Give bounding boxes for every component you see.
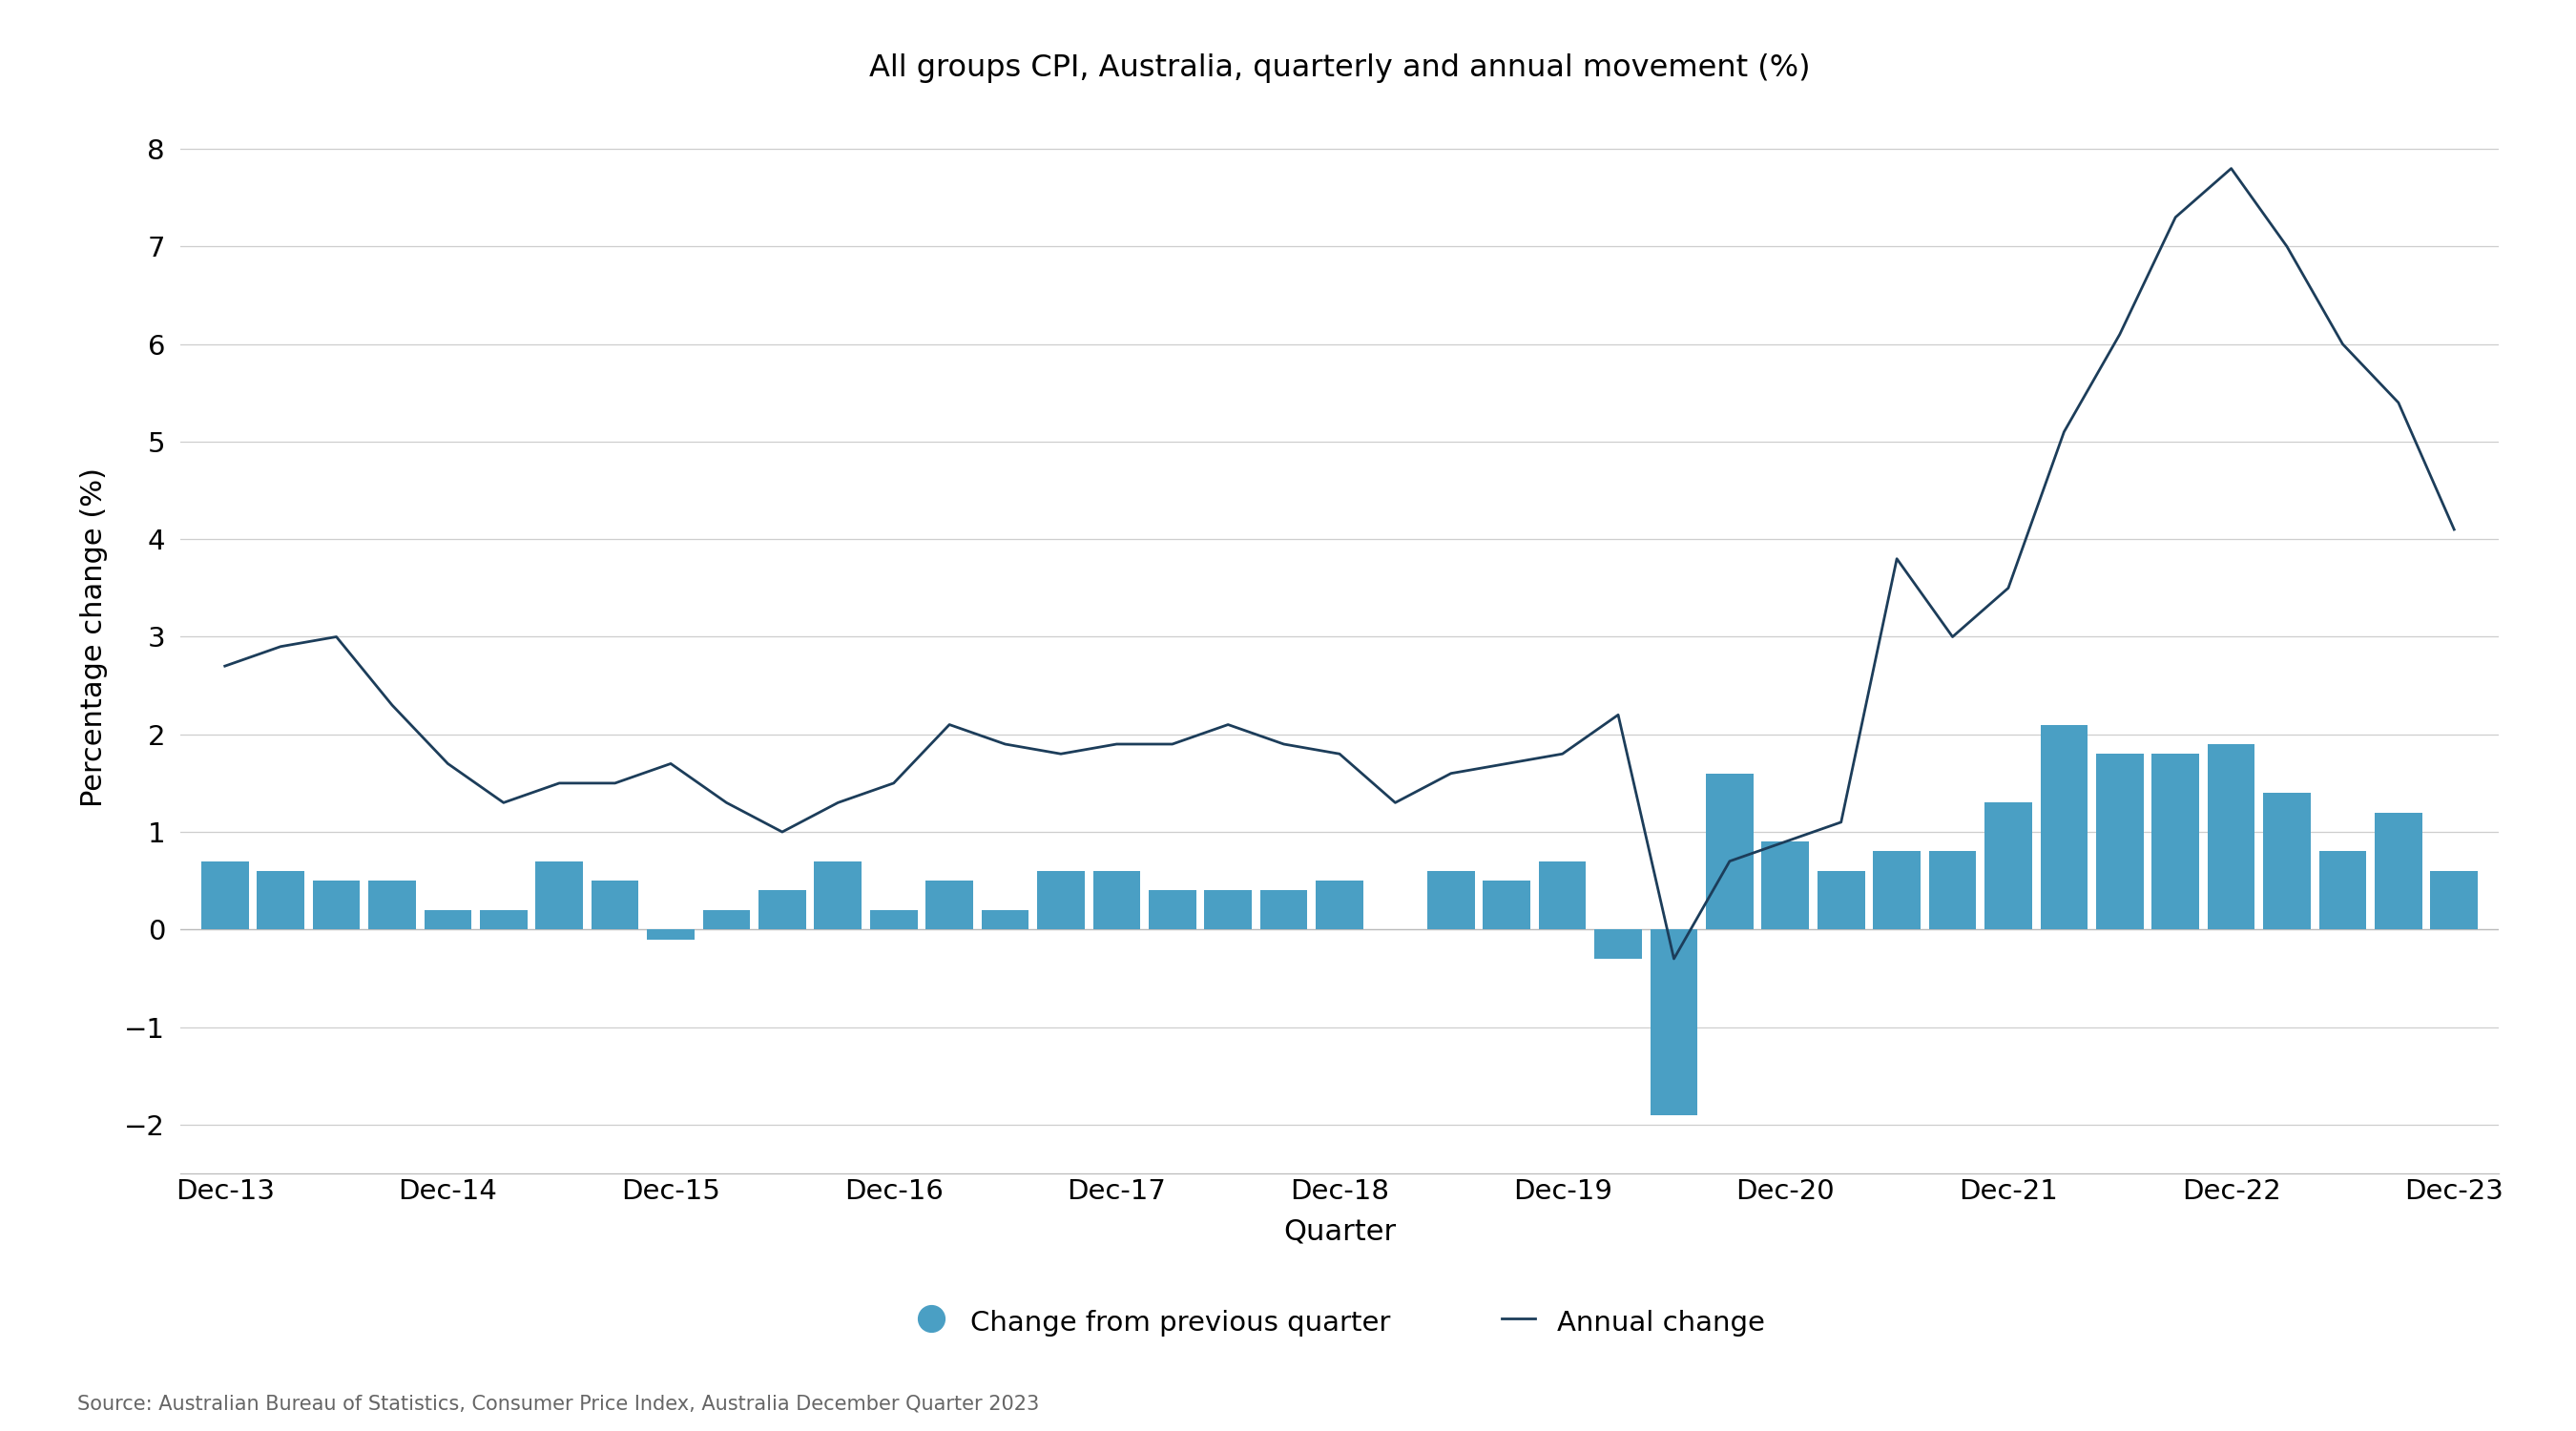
Bar [1427,871,1473,930]
Bar [2429,871,2478,930]
Legend: Change from previous quarter, Annual change: Change from previous quarter, Annual cha… [904,1295,1775,1348]
Bar [1819,871,1865,930]
Bar [2375,813,2421,930]
Bar [1206,890,1252,930]
Bar [1316,880,1363,930]
Bar [1260,890,1309,930]
Bar [425,910,471,930]
Y-axis label: Percentage change (%): Percentage change (%) [80,467,108,807]
Bar [647,930,696,939]
Bar [1484,880,1530,930]
Bar [814,861,860,930]
Bar [536,861,582,930]
Bar [2318,851,2367,930]
Bar [1762,841,1808,930]
Bar [2040,724,2087,930]
Bar [1984,803,2032,930]
Bar [1651,930,1698,1115]
Bar [368,880,415,930]
Bar [925,880,974,930]
Bar [757,890,806,930]
Text: Source: Australian Bureau of Statistics, Consumer Price Index, Australia Decembe: Source: Australian Bureau of Statistics,… [77,1395,1038,1414]
Bar [703,910,750,930]
Bar [1038,871,1084,930]
Bar [312,880,361,930]
Bar [1092,871,1141,930]
Bar [1538,861,1587,930]
Bar [201,861,250,930]
Title: All groups CPI, Australia, quarterly and annual movement (%): All groups CPI, Australia, quarterly and… [868,53,1811,83]
Bar [2264,793,2311,930]
Bar [1595,930,1641,959]
Bar [871,910,917,930]
Bar [1873,851,1922,930]
Bar [2097,754,2143,930]
Bar [479,910,528,930]
X-axis label: Quarter: Quarter [1283,1218,1396,1245]
Bar [2151,754,2200,930]
Bar [258,871,304,930]
Bar [592,880,639,930]
Bar [981,910,1028,930]
Bar [1929,851,1976,930]
Bar [1705,773,1754,930]
Bar [1149,890,1195,930]
Bar [2208,744,2254,930]
